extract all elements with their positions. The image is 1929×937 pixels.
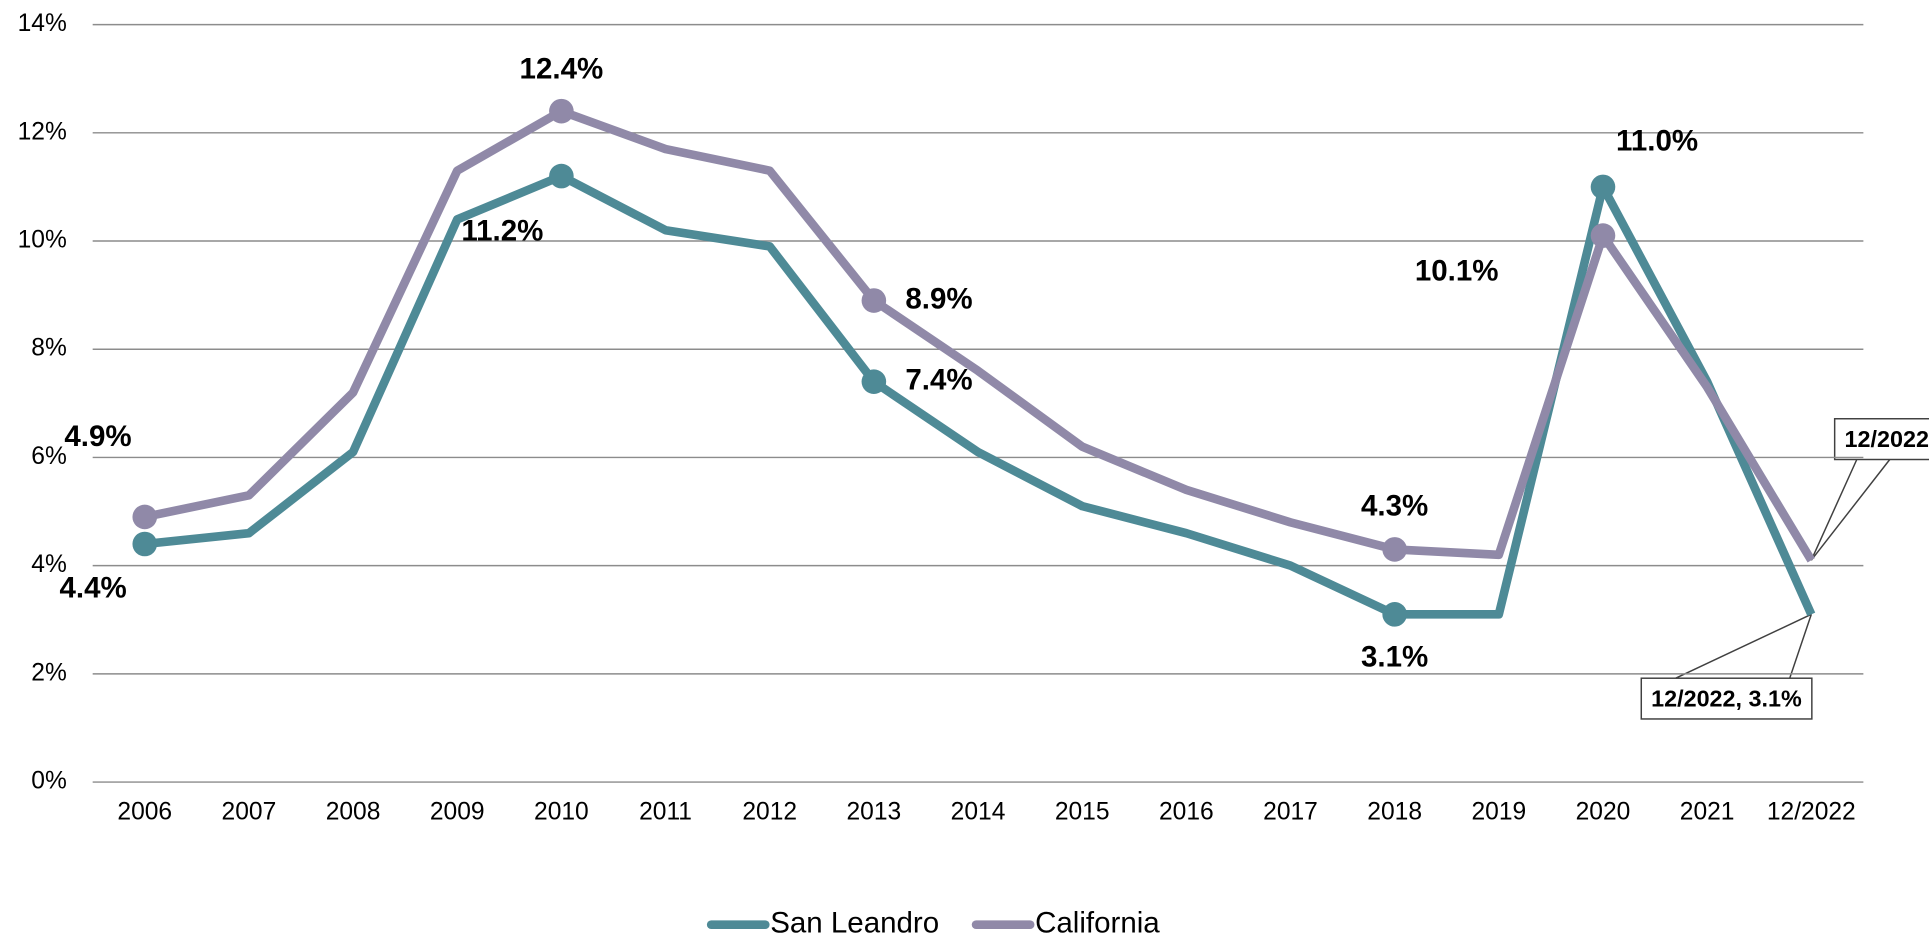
x-tick-label: 2008 xyxy=(326,798,381,825)
marker xyxy=(549,163,574,189)
callout: 12/2022, 4.1% xyxy=(1810,418,1929,561)
x-tick-label: 2013 xyxy=(847,798,902,825)
x-tick-label: 2015 xyxy=(1055,798,1110,825)
data-label: 12.4% xyxy=(520,52,604,85)
x-tick-label: 2021 xyxy=(1680,798,1735,825)
y-tick-label: 0% xyxy=(31,768,67,795)
x-tick-label: 2007 xyxy=(222,798,277,825)
data-label: 12/2022, 4.1% xyxy=(1845,426,1929,452)
x-tick-label: 2009 xyxy=(430,798,485,825)
callout-leader xyxy=(1810,459,1891,561)
callout-box xyxy=(1833,418,1929,461)
series-line xyxy=(143,106,1815,563)
data-label: 4.3% xyxy=(1361,489,1428,522)
y-tick-label: 8% xyxy=(31,335,67,362)
marker xyxy=(132,504,158,530)
data-label: 4.4% xyxy=(59,571,126,604)
x-tick-label: 2016 xyxy=(1159,798,1214,825)
y-tick-label: 12% xyxy=(18,118,67,145)
callout: 12/2022, 3.1% xyxy=(1640,613,1813,720)
x-tick-label: 2006 xyxy=(117,798,172,825)
y-tick-label: 10% xyxy=(18,227,67,254)
data-label: 11.0% xyxy=(1616,124,1698,157)
legend-label: California xyxy=(1035,907,1160,937)
data-label: 11.2% xyxy=(461,214,543,247)
y-tick-label: 14% xyxy=(18,10,67,37)
marker xyxy=(132,531,158,557)
data-label: 10.1% xyxy=(1415,254,1499,287)
legend-label: San Leandro xyxy=(770,907,939,937)
data-label: 7.4% xyxy=(905,363,972,396)
data-label: 8.9% xyxy=(905,282,972,315)
marker xyxy=(861,369,887,394)
x-tick-label: 2010 xyxy=(534,798,589,825)
callout-leader xyxy=(1789,614,1812,679)
marker xyxy=(549,98,574,124)
marker xyxy=(1382,602,1407,627)
callout-leader xyxy=(1810,459,1858,561)
x-tick-label: 2014 xyxy=(951,798,1006,825)
series-line xyxy=(144,171,1816,619)
marker xyxy=(1590,174,1616,200)
marker xyxy=(1382,537,1407,562)
x-tick-label: 2017 xyxy=(1263,798,1318,825)
x-tick-label: 2020 xyxy=(1576,798,1631,825)
data-label: 4.9% xyxy=(64,420,131,453)
y-tick-label: 2% xyxy=(31,659,67,686)
marker xyxy=(861,288,887,313)
y-tick-label: 6% xyxy=(31,443,67,470)
x-tick-label: 2019 xyxy=(1471,798,1526,825)
callout-box xyxy=(1640,677,1813,720)
x-tick-label: 2018 xyxy=(1367,798,1422,825)
callout-leader xyxy=(1675,613,1812,679)
y-tick-label: 4% xyxy=(31,551,67,578)
x-tick-label: 12/2022 xyxy=(1767,798,1856,825)
data-label: 3.1% xyxy=(1361,640,1428,673)
marker xyxy=(1590,223,1616,248)
data-label: 12/2022, 3.1% xyxy=(1651,686,1802,712)
x-tick-label: 2011 xyxy=(639,798,692,825)
x-tick-label: 2012 xyxy=(742,798,797,825)
